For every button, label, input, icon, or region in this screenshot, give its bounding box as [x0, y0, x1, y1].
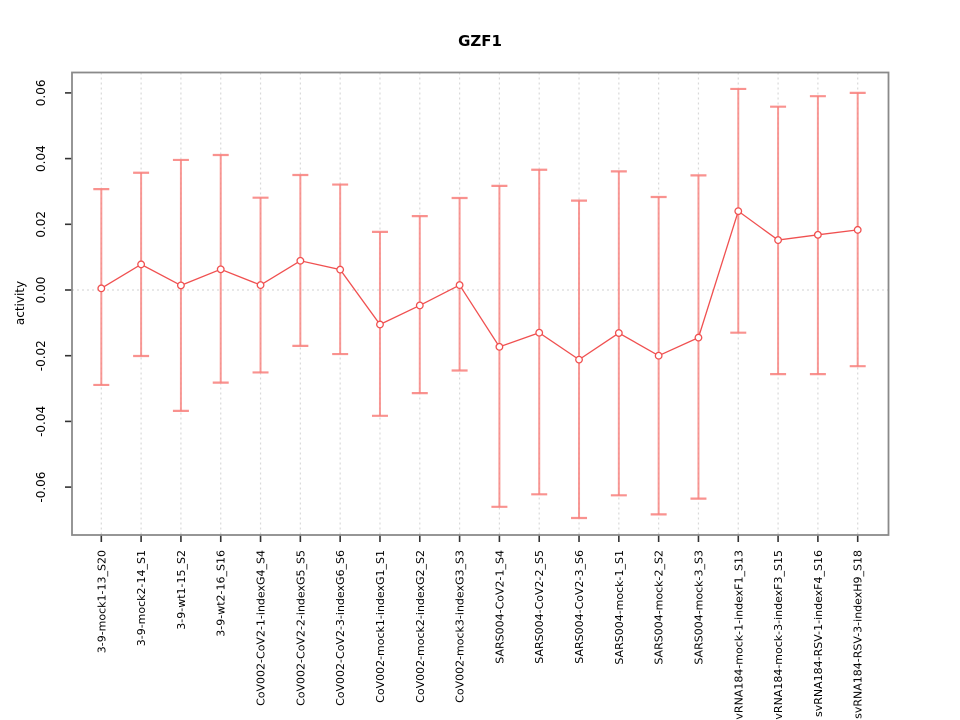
data-point-marker — [614, 329, 623, 337]
data-point-marker — [415, 301, 424, 310]
x-tick-label: 3-9-mock1-13_S20 — [95, 550, 108, 653]
data-point-marker — [137, 260, 146, 269]
x-tick-label: SARS004-CoV2-2_S5 — [533, 550, 546, 664]
data-point-marker — [256, 281, 265, 290]
data-point-marker — [774, 236, 783, 245]
x-tick-label: SARS004-CoV2-3_S6 — [573, 550, 586, 664]
data-point-marker — [813, 230, 822, 239]
errorbar-layer — [93, 87, 866, 520]
chart-title: GZF1 — [458, 32, 502, 50]
data-point-marker — [654, 351, 663, 360]
data-point-marker — [296, 256, 305, 265]
x-tick-label: 3-9-mock2-14_S1 — [135, 550, 148, 646]
y-tick-label: 0.04 — [34, 145, 48, 172]
x-tick-label: SARS004-mock-3_S3 — [692, 550, 705, 665]
plot-box-border — [71, 71, 890, 536]
x-tick-label: svRNA184-RSV-1-indexF4_S16 — [812, 550, 825, 717]
data-point-marker — [575, 355, 583, 364]
x-tick-label: 3-9-wt2-16_S16 — [215, 550, 228, 637]
x-tick-label: CoV002-mock3-indexG3_S3 — [454, 550, 467, 703]
x-tick-label: svRNA184-RSV-3-indexH9_S18 — [852, 550, 865, 719]
series-line — [100, 210, 858, 361]
data-point-marker — [694, 333, 703, 342]
data-point-marker — [176, 281, 185, 290]
y-axis-label: activity — [13, 281, 27, 325]
y-tick-label: 0.00 — [34, 277, 48, 304]
series-layer — [97, 207, 862, 364]
x-tick-label: CoV002-CoV2-2-indexG5_S5 — [294, 550, 307, 706]
grid-layer — [72, 72, 889, 535]
x-tick-label: CoV002-CoV2-3-indexG6_S6 — [334, 550, 347, 706]
data-point-marker — [376, 320, 384, 329]
x-tick-label: CoV002-mock1-indexG1_S1 — [374, 550, 387, 703]
data-point-marker — [336, 265, 345, 274]
data-point-marker — [455, 281, 464, 290]
data-point-marker — [734, 207, 743, 216]
x-tick-label: SARS004-mock-2_S2 — [653, 550, 666, 665]
axis-layer: 0.06 0.04 0.02 0.00 -0.02 -0.04 -0.06 3-9-mock1… — [34, 80, 865, 720]
x-tick-label: CoV002-CoV2-1-indexG4_S4 — [255, 550, 268, 706]
y-tick-label: 0.02 — [34, 211, 48, 238]
x-tick-label: svRNA184-mock-1-indexF1_S13 — [732, 550, 745, 720]
y-tick-label: -0.06 — [34, 472, 48, 503]
data-point-marker — [853, 225, 862, 234]
x-tick-label: SARS004-CoV2-1_S4 — [493, 550, 506, 664]
x-tick-label: CoV002-mock2-indexG2_S2 — [414, 550, 427, 703]
y-tick-label: -0.02 — [34, 340, 48, 371]
data-point-marker — [97, 284, 106, 293]
data-point-marker — [495, 342, 504, 351]
data-point-marker — [216, 265, 225, 274]
data-point-marker — [535, 328, 544, 337]
y-tick-label: -0.04 — [34, 406, 48, 437]
x-tick-label: svRNA184-mock-3-indexF3_S15 — [772, 550, 785, 720]
x-tick-label: 3-9-wt1-15_S2 — [175, 550, 188, 630]
x-tick-label: SARS004-mock-1_S1 — [613, 550, 626, 665]
y-tick-label: 0.06 — [34, 80, 48, 107]
